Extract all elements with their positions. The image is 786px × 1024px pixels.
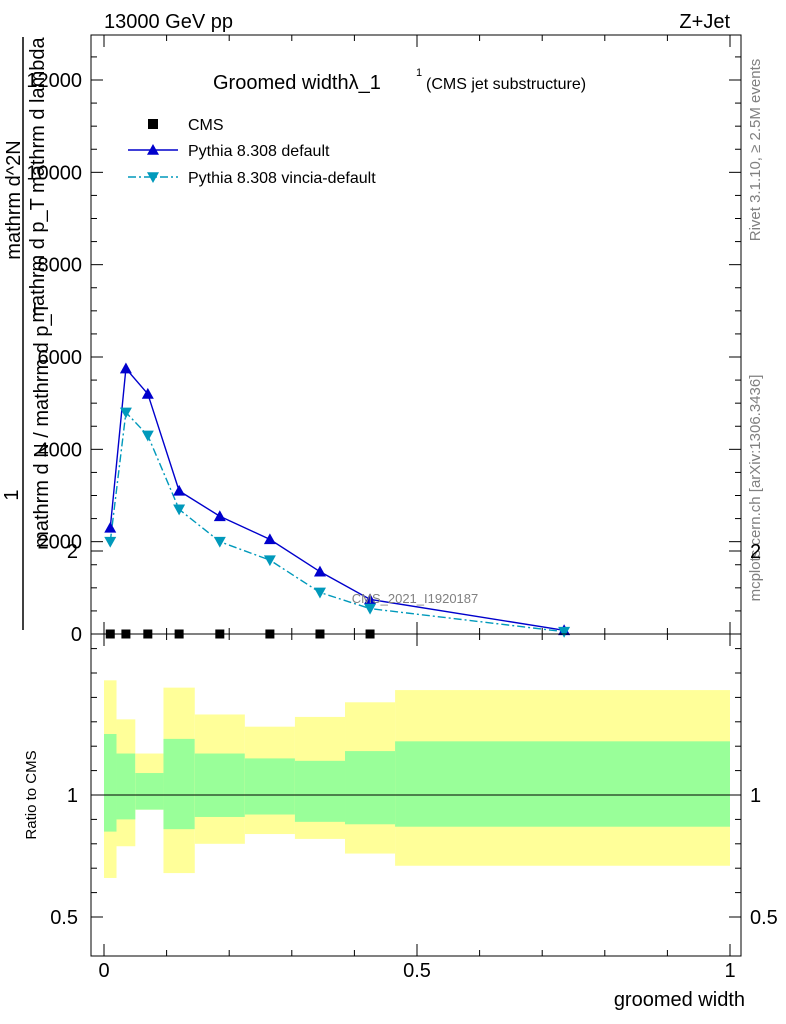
ratio-inner-band — [345, 751, 396, 825]
mcplots-label: mcplots.cern.ch [arXiv:1306.3436] — [747, 375, 764, 602]
ratio-y-tick-label: 1 — [67, 785, 78, 807]
legend-entry-label: Pythia 8.308 vincia-default — [188, 170, 376, 187]
legend-marker — [147, 144, 159, 155]
pythia-default-point — [141, 387, 154, 399]
ratio-inner-band — [244, 758, 295, 815]
legend-entry-label: Pythia 8.308 default — [188, 143, 330, 160]
main-series-markers — [104, 362, 571, 639]
main-axes: 0 2000 4000 6000 8000 10000 12000 — [26, 35, 741, 646]
ratio-y-tick-label: 0.5 — [50, 907, 78, 929]
legend-marker — [147, 172, 159, 183]
ratio-inner-band — [163, 738, 195, 830]
pythia-vincia-line — [109, 410, 565, 633]
pythia-vincia-point — [104, 536, 117, 548]
main-y-tick-label: 0 — [71, 624, 82, 646]
ratio-inner-band — [294, 760, 346, 822]
ratio-inner-band — [135, 773, 164, 810]
ratio-y-tick-label-right: 2 — [750, 541, 761, 563]
ratio-inner-band — [104, 734, 117, 832]
main-title-text: Groomed widthλ_1 — [213, 72, 381, 94]
main-y-tick-label: 6000 — [38, 347, 83, 369]
pythia-default-line — [109, 366, 565, 631]
main-y-label: 1 mathrm d N / mathrm d p_T mathrm d^2N … — [1, 36, 53, 630]
ratio-y-label: Ratio to CMS — [23, 750, 40, 839]
x-tick-label: 1 — [724, 960, 735, 982]
pythia-default-point — [173, 484, 186, 496]
pythia-default-point — [119, 362, 132, 374]
ratio-inner-band — [194, 753, 245, 817]
pythia-vincia-point — [119, 407, 132, 419]
pythia-vincia-point — [213, 536, 226, 548]
pythia-vincia-point — [263, 555, 276, 567]
main-series-lines — [109, 366, 565, 633]
pythia-vincia-point — [558, 626, 571, 638]
x-tick-label: 0.5 — [403, 960, 431, 982]
ylabel-denominator-left: mathrm d N / mathrm d p_T — [31, 302, 53, 548]
header-left-label: 13000 GeV pp — [104, 11, 233, 33]
rivet-version-label: Rivet 3.1.10, ≥ 2.5M events — [747, 59, 764, 242]
x-tick-label: 0 — [98, 960, 109, 982]
legend-cms-marker — [148, 119, 158, 129]
ratio-uncertainty-bands — [91, 680, 741, 878]
main-y-tick-label: 2000 — [38, 532, 83, 554]
pythia-default-point — [364, 593, 377, 605]
ratio-y-tick-label-right: 0.5 — [750, 907, 778, 929]
legend: CMS Pythia 8.308 default Pythia 8.308 vinc… — [128, 117, 376, 187]
ratio-axes: 0.5 0.5 1 1 2 2 0 0.5 1 — [50, 541, 778, 982]
main-title-superscript: 1 — [416, 67, 422, 79]
ylabel-numerator-right: mathrm d^2N — [3, 140, 25, 259]
main-y-tick-label: 10000 — [26, 162, 82, 184]
ratio-plot-frame — [90, 633, 742, 957]
pythia-vincia-point — [364, 603, 377, 615]
main-y-tick-label: 12000 — [26, 70, 82, 92]
pythia-vincia-point — [173, 504, 186, 516]
pythia-default-point — [213, 510, 226, 522]
ylabel-numerator-one: 1 — [1, 489, 23, 500]
pythia-default-point — [104, 521, 117, 533]
ratio-plot-panel: 0.5 0.5 1 1 2 2 0 0.5 1 Ratio to CMS groomed wid… — [23, 541, 778, 1011]
main-plot-panel: 0 2000 4000 6000 8000 10000 12000 CMS_2021_I19… — [26, 34, 742, 646]
main-y-tick-label: 4000 — [38, 439, 83, 461]
main-title: Groomed widthλ_1 1 (CMS jet substructure… — [213, 67, 586, 94]
analysis-watermark: CMS_2021_I1920187 — [352, 591, 479, 606]
x-axis-label: groomed width — [614, 989, 745, 1011]
ratio-inner-band — [116, 753, 136, 820]
main-title-subtitle: (CMS jet substructure) — [426, 76, 586, 93]
ylabel-denominator-right: mathrm d p_T mathrm d lambda — [27, 36, 49, 322]
ratio-y-tick-label-right: 1 — [750, 785, 761, 807]
main-y-tick-label: 8000 — [38, 255, 83, 277]
pythia-default-point — [313, 565, 326, 577]
legend-entry-label: CMS — [188, 117, 224, 134]
ratio-inner-band — [395, 741, 730, 827]
ratio-y-tick-label: 2 — [67, 541, 78, 563]
header-right-label: Z+Jet — [679, 11, 730, 33]
pythia-vincia-point — [141, 430, 154, 442]
pythia-default-point — [263, 533, 276, 545]
pythia-vincia-point — [313, 587, 326, 599]
